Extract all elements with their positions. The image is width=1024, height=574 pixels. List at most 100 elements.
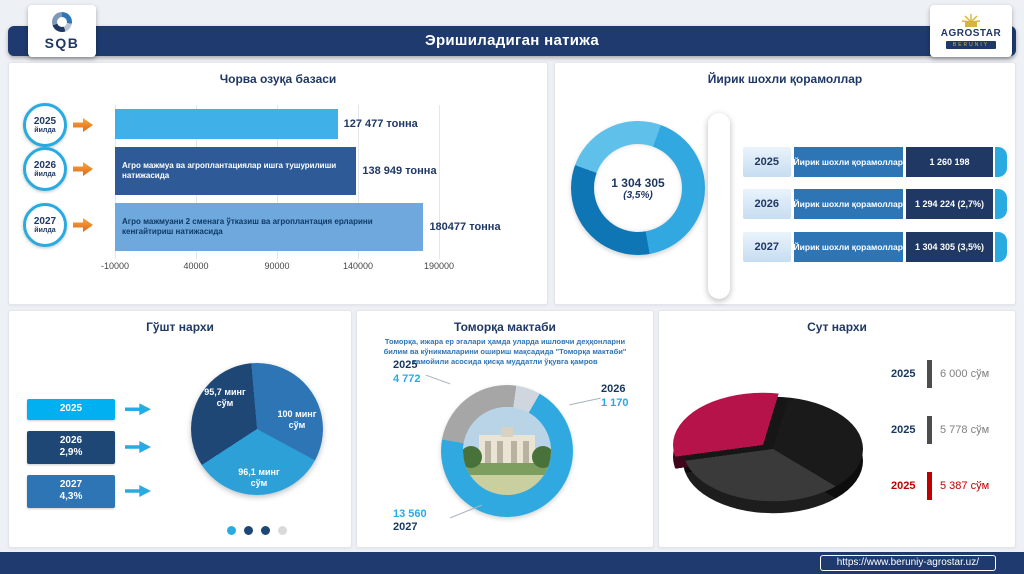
meat-year: 2025 [59,403,83,414]
pagination-dots [191,526,323,535]
x-tick: 40000 [183,261,209,271]
page-title: Эришиладиган натижа [424,32,600,49]
leader-line [450,504,482,519]
x-axis: -10000 40000 90000 140000 190000 [101,261,454,275]
row-label: Йирик шохли қорамоллар [793,232,903,262]
row-year: 2025 [743,147,791,177]
meat-year-box-2026: 2026 2,9% [27,430,115,464]
year-badge-circle: 2025 йилда [23,103,67,147]
pagination-dot [227,526,236,535]
tomorqa-subtitle: Томорқа, ижара ер эгалари ҳамда уларда и… [383,337,627,367]
milk-price-panel: Сут нархи 2025 6 000 сўм 2025 5 778 сўм … [658,310,1016,548]
meat-year: 2026 [59,434,83,446]
row-value: 1 304 305 (3,5%) [905,232,994,262]
donut-center: 1 304 305 (3,5%) [594,144,682,232]
row-value: 6 000 сўм [940,368,990,380]
gridline [439,105,440,259]
milk-price-list: 2025 6 000 сўм 2025 5 778 сўм 2025 5 387… [891,359,1013,527]
year-badge-year: 2027 [33,216,57,227]
cyan-arrow-icon [125,403,151,416]
tomorqa-donut-chart [441,385,573,517]
milk-price-row: 2025 5 778 сўм [891,415,1013,445]
orange-arrow-icon [73,162,93,176]
leader-line [425,374,451,385]
row-year: 2025 [891,424,916,436]
cattle-panel-title: Йирик шохли қорамоллар [707,72,863,86]
row-value: 1 294 224 (2,7%) [905,189,994,219]
meat-year-box-2025: 2025 [27,399,115,420]
row-tick-bar [927,472,932,500]
meat-year-pct: 4,3% [59,491,83,502]
milk-3d-pie-chart [673,371,873,527]
feed-year-badges: 2025 йилда 2026 йилда 2027 йилда [23,103,109,296]
year-badge-year: 2025 [33,116,57,127]
label-year: 2025 [393,359,418,371]
meat-year-row: 2027 4,3% [27,474,177,508]
year-badge-2025: 2025 йилда [23,103,93,147]
bar-2027: Агро мажмуани 2 сменага ўтказиш ва агроп… [115,203,424,251]
row-tick-bar [927,416,932,444]
website-link[interactable]: https://www.beruniy-agrostar.uz/ [819,555,996,571]
pie-slice-label: 95,7 минг сўм [204,387,246,409]
tomorqa-label-2027: 13 560 2027 [393,507,427,534]
cyan-arrow-icon [125,485,151,497]
meat-year: 2027 [59,478,83,490]
meat-year-row: 2025 [27,399,177,420]
row-value: 5 778 сўм [940,424,990,436]
year-badge-2027: 2027 йилда [23,203,93,247]
agrostar-logo: AGROSTAR BERUNIY [930,5,1012,57]
meat-year-row: 2026 2,9% [27,430,177,464]
year-badge-suffix: йилда [34,171,56,178]
pie-slice-label: 96,1 минг сўм [238,466,280,488]
donut-center [463,407,551,495]
milk-price-row: 2025 6 000 сўм [891,359,1013,389]
footer-bar: https://www.beruniy-agrostar.uz/ [0,552,1024,574]
feed-bar-chart: 2025 йилда 2026 йилда 2027 йилда [19,103,537,296]
year-badge-2026: 2026 йилда [23,147,93,191]
tomorqa-label-2025: 2025 4 772 [393,359,421,386]
bar-row-2025: 127 477 тонна [115,109,439,139]
label-value: 13 560 [393,508,427,520]
row-label: Йирик шохли қорамоллар [793,147,903,177]
row-end-cap [995,232,1007,262]
cyan-arrow-icon [125,441,151,453]
pagination-dot [261,526,270,535]
label-year: 2026 [601,383,626,395]
bar-value-label: 138 949 тонна [362,165,437,177]
sqb-logo: SQB [28,5,96,57]
school-photo [463,407,551,495]
pagination-dot [244,526,253,535]
label-year: 2027 [393,521,418,534]
meat-year-box-2027: 2027 4,3% [27,474,115,508]
bar-annotation: Агро мажмуа ва агроплантациялар ишга туш… [122,160,337,180]
bar-value-label: 180477 тонна [429,221,501,233]
feed-panel-title: Чорва озуқа базаси [219,72,337,86]
label-value: 1 170 [601,397,629,410]
feed-base-panel: Чорва озуқа базаси 2025 йилда 2026 йилда… [8,62,548,305]
bar-2025 [115,109,338,139]
year-badge-suffix: йилда [34,127,56,134]
row-end-cap [995,189,1007,219]
tomorqa-label-2026: 2026 1 170 [601,383,629,410]
row-year: 2025 [891,368,916,380]
row-tick-bar [927,360,932,388]
year-badge-year: 2026 [33,160,57,171]
orange-arrow-icon [73,218,93,232]
cattle-panel: Йирик шохли қорамоллар 1 304 305 (3,5%) … [554,62,1016,305]
agrostar-sublabel: BERUNIY [945,41,997,49]
row-value: 5 387 сўм [940,480,990,492]
meat-pie-chart: 100 минг сўм 96,1 минг сўм 95,7 минг сўм [191,363,323,495]
row-label: Йирик шохли қорамоллар [793,189,903,219]
tomorqa-school-panel: Томорқа мактаби Томорқа, ижара ер эгалар… [356,310,654,548]
scrollbar-handle [708,113,730,299]
pie-red-slice [673,392,853,498]
orange-arrow-icon [73,118,93,132]
agrostar-logo-text: AGROSTAR [940,28,1002,39]
agrostar-sun-icon [961,14,981,27]
meat-price-panel: Гўшт нархи 2025 2026 2,9% 2027 4,3% 100 … [8,310,352,548]
gridline [358,105,359,259]
bar-2026: Агро мажмуа ва агроплантациялар ишга туш… [115,147,357,195]
x-tick: -10000 [100,261,130,271]
year-badge-circle: 2027 йилда [23,203,67,247]
row-end-cap [995,147,1007,177]
